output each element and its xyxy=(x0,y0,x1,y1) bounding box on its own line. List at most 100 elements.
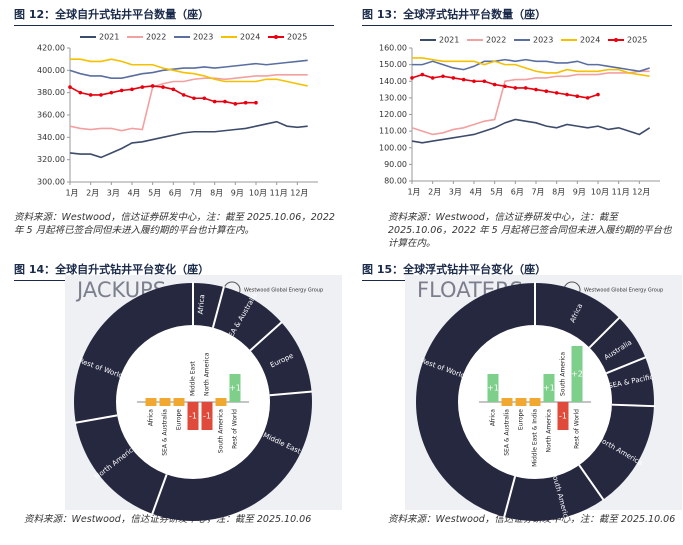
bar xyxy=(501,398,513,406)
category-label: North America xyxy=(204,352,211,396)
ring-separator xyxy=(269,390,313,397)
bar xyxy=(173,398,185,406)
category-label: Rest of World xyxy=(574,409,581,449)
series-line xyxy=(69,74,308,132)
point xyxy=(430,76,435,80)
legend-label: 2021 xyxy=(99,33,119,42)
point xyxy=(78,90,83,95)
bar xyxy=(201,402,213,430)
value-label: -1 xyxy=(559,412,567,421)
y-tick-label: 360.00 xyxy=(37,111,65,120)
point xyxy=(451,76,456,80)
point xyxy=(88,93,93,97)
point xyxy=(109,90,114,95)
x-tick-label: 10月 xyxy=(249,189,267,198)
ring-separator xyxy=(611,403,655,408)
point xyxy=(119,88,124,93)
x-tick-label: 9月 xyxy=(231,189,244,198)
category-label: Europe xyxy=(176,409,183,430)
point xyxy=(565,92,569,97)
point xyxy=(420,72,425,77)
y-tick-label: 340.00 xyxy=(37,133,65,142)
y-tick-label: 400.00 xyxy=(37,66,65,75)
value-label: +1 xyxy=(229,384,241,393)
x-tick-label: 5月 xyxy=(148,189,161,198)
ring-separator xyxy=(211,285,226,328)
point xyxy=(503,84,507,89)
point xyxy=(482,79,487,84)
legend-label: 2022 xyxy=(486,36,506,45)
legend-label: 2024 xyxy=(240,33,260,42)
point xyxy=(130,87,134,92)
ring-separator xyxy=(151,474,168,516)
x-tick-label: 6月 xyxy=(511,188,524,197)
ring-separator xyxy=(578,464,605,501)
y-tick-label: 320.00 xyxy=(37,155,65,164)
category-label: North America xyxy=(546,409,553,453)
legend-label: 2023 xyxy=(193,33,213,42)
point xyxy=(254,100,258,105)
point xyxy=(150,84,155,88)
x-tick-label: 12月 xyxy=(290,189,308,198)
series-line xyxy=(411,118,651,144)
y-tick-label: 420.00 xyxy=(37,44,65,53)
bar xyxy=(529,398,541,406)
bar xyxy=(543,374,555,402)
x-tick-label: 7月 xyxy=(531,188,544,197)
bar xyxy=(557,402,569,430)
point xyxy=(575,94,580,99)
figure-source: 资料来源：Westwood，信达证券研发中心，注：截至 2025.10.06，2… xyxy=(14,212,335,236)
point xyxy=(472,79,476,84)
category-label: SEA & Australia xyxy=(162,409,169,456)
point xyxy=(140,85,145,89)
legend-label: 2021 xyxy=(439,36,459,45)
category-label: South America xyxy=(560,352,567,396)
category-label: South America xyxy=(218,409,225,453)
value-label: +1 xyxy=(543,384,555,393)
x-tick-label: 8月 xyxy=(210,189,223,198)
bar xyxy=(487,374,499,402)
point xyxy=(544,89,549,94)
y-tick-label: 120.00 xyxy=(379,110,407,119)
series-line xyxy=(412,58,650,73)
y-tick-label: 80.00 xyxy=(384,177,407,186)
point xyxy=(513,86,518,90)
category-label: Middle East & India xyxy=(532,409,539,467)
value-label: +1 xyxy=(487,384,499,393)
legend-marker xyxy=(614,38,618,42)
x-tick-label: 8月 xyxy=(552,188,565,197)
point xyxy=(171,87,176,92)
series-line xyxy=(70,58,308,87)
x-tick-label: 2月 xyxy=(428,188,441,197)
point xyxy=(243,100,248,105)
value-label: -1 xyxy=(189,412,197,421)
ring-separator xyxy=(74,414,118,424)
bar xyxy=(571,346,583,402)
point xyxy=(410,76,414,80)
ring-separator xyxy=(606,356,647,375)
series-line xyxy=(412,57,650,78)
x-tick-label: 11月 xyxy=(270,189,288,198)
y-tick-label: 130.00 xyxy=(379,93,407,102)
x-tick-label: 5月 xyxy=(490,188,503,197)
legend-marker xyxy=(274,35,278,39)
category-label: Middle East xyxy=(190,361,197,396)
bar xyxy=(515,398,527,406)
category-label: SEA & Australia xyxy=(504,409,511,456)
x-tick-label: 3月 xyxy=(449,188,462,197)
series-line xyxy=(69,59,308,79)
x-tick-label: 12月 xyxy=(632,188,650,197)
brand-name: Westwood Global Energy Group xyxy=(584,288,663,294)
legend-label: 2025 xyxy=(627,36,647,45)
legend-label: 2025 xyxy=(287,33,307,42)
point xyxy=(202,96,207,101)
ring-separator xyxy=(588,316,621,349)
ring-label: Africa xyxy=(197,294,207,315)
y-tick-label: 100.00 xyxy=(379,143,407,152)
x-tick-label: 1月 xyxy=(65,189,78,198)
x-tick-label: 10月 xyxy=(591,188,609,197)
y-tick-label: 140.00 xyxy=(379,77,407,86)
y-tick-label: 300.00 xyxy=(37,178,65,187)
